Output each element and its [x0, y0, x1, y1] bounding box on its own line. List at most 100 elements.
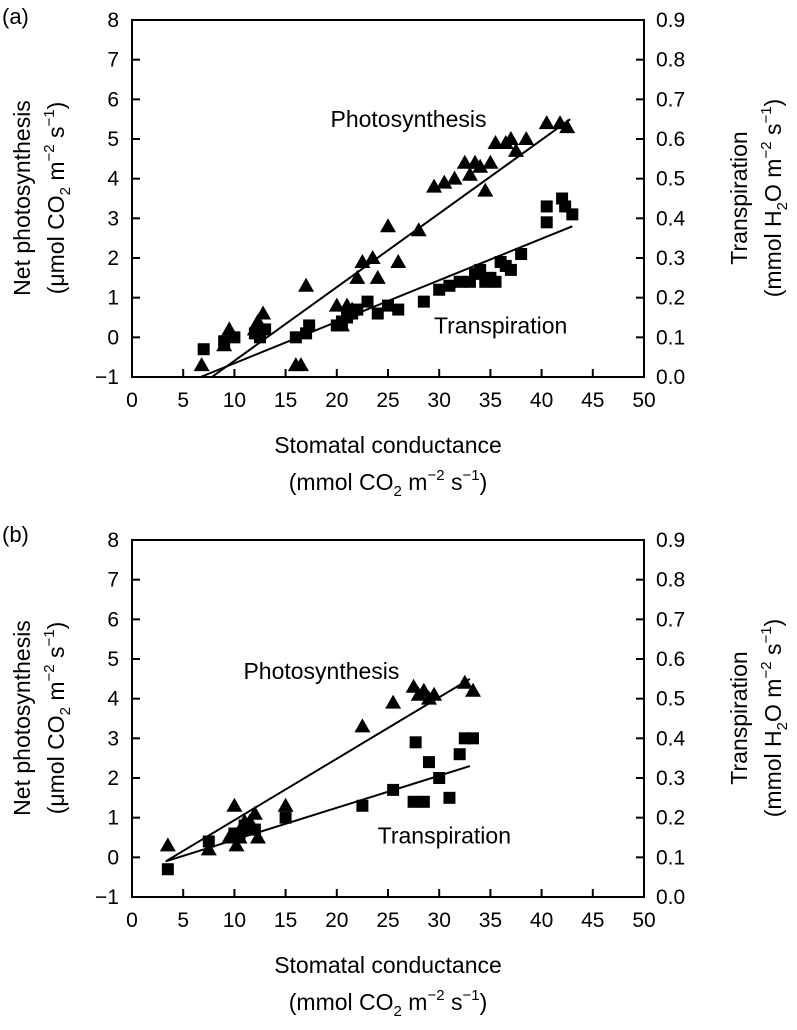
transpiration-point	[392, 303, 405, 316]
transpiration-point	[356, 799, 369, 812]
x-tick-label: 35	[479, 909, 502, 932]
x-title-line1: Stomatal conductance	[274, 432, 502, 458]
transpiration-point	[474, 263, 487, 276]
photosynthesis-point	[477, 182, 494, 197]
photosynthesis-point	[426, 178, 443, 193]
x-tick-label: 15	[274, 909, 297, 932]
y-left-tick-label: 1	[107, 287, 119, 310]
y-right-title-line1: Transpiration	[726, 651, 752, 784]
transpiration-point	[361, 295, 374, 308]
y-right-tick-label: 0.2	[656, 287, 685, 310]
panel-label: (b)	[2, 522, 29, 547]
photosynthesis-point	[538, 115, 555, 130]
transpiration-point	[504, 263, 517, 276]
transpiration-point	[443, 279, 456, 292]
photosynthesis-point	[369, 269, 386, 284]
photosynthesis-point	[249, 829, 266, 844]
x-tick-label: 20	[325, 389, 348, 412]
photosynthesis-point	[426, 686, 443, 701]
photosynthesis-point	[464, 682, 481, 697]
transpiration-point	[417, 295, 430, 308]
y-right-tick-label: 0.3	[656, 767, 685, 790]
photosynthesis-point	[193, 357, 210, 372]
transpiration-point	[433, 283, 446, 296]
y-right-tick-label: 0.7	[656, 88, 685, 111]
x-tick-label: 15	[274, 389, 297, 412]
y-left-tick-label: 3	[107, 207, 119, 230]
transpiration-point	[382, 299, 394, 312]
y-right-tick-label: 0.8	[656, 49, 685, 72]
transpiration-point	[407, 795, 420, 808]
transpiration-point	[453, 748, 466, 761]
y-left-tick-label: −1	[95, 366, 119, 389]
y-right-tick-label: 0.8	[656, 569, 685, 592]
transpiration-point	[409, 736, 422, 749]
transpiration-point	[371, 307, 384, 320]
photosynthesis-point	[364, 250, 381, 264]
transpiration-point	[453, 275, 466, 288]
y-right-tick-label: 0.0	[656, 366, 685, 389]
y-right-tick-label: 0.6	[656, 128, 685, 151]
y-right-title-line2: (mmol H2O m−2 s−1)	[758, 99, 791, 297]
y-left-axis-title: Net photosynthesis (μmol CO2 m−2 s−1)	[9, 620, 74, 816]
photosynthesis-point	[328, 297, 345, 312]
x-tick-label: 40	[530, 909, 553, 932]
x-tick-label: 10	[223, 389, 246, 412]
y-left-title-line1: Net photosynthesis	[9, 100, 35, 296]
transpiration-point	[161, 863, 174, 876]
photosynthesis-point	[502, 131, 519, 145]
photosynthesis-point	[410, 222, 427, 237]
x-axis-ticks: 0 5 10 15 20 25 30 35 40 45 50	[126, 889, 656, 932]
x-tick-label: 0	[126, 909, 138, 932]
photosynthesis-point	[456, 674, 473, 689]
photosynthesis-point	[354, 253, 371, 268]
photosynthesis-point	[446, 170, 463, 185]
x-tick-label: 45	[581, 389, 604, 412]
y-left-title-line1: Net photosynthesis	[9, 620, 35, 816]
photosynthesis-point	[292, 357, 309, 372]
y-left-axis-title: Net photosynthesis (μmol CO2 m−2 s−1)	[9, 100, 74, 296]
transpiration-point	[443, 791, 456, 804]
y-right-tick-label: 0.7	[656, 608, 685, 631]
photosynthesis-point	[349, 269, 366, 284]
y-left-tick-label: 6	[107, 608, 119, 631]
y-right-tick-label: 0.6	[656, 648, 685, 671]
photosynthesis-point	[456, 154, 473, 169]
photosynthesis-point	[559, 119, 576, 134]
annotations: Photosynthesis Transpiration	[243, 658, 511, 849]
transpiration-point	[515, 248, 528, 261]
x-tick-label: 50	[632, 389, 655, 412]
transpiration-point	[218, 335, 231, 348]
annotation-photosynthesis: Photosynthesis	[330, 106, 486, 132]
photosynthesis-point	[298, 277, 315, 292]
x-tick-label: 40	[530, 389, 553, 412]
y-right-axis-title: Transpiration (mmol H2O m−2 s−1)	[726, 619, 791, 817]
transpiration-point	[566, 208, 579, 221]
transpiration-point	[289, 331, 302, 344]
y-left-tick-label: −1	[95, 886, 119, 909]
y-left-tick-label: 2	[107, 247, 119, 270]
annotation-transpiration: Transpiration	[378, 822, 511, 848]
y-left-tick-label: 7	[107, 49, 119, 72]
x-tick-label: 30	[428, 909, 451, 932]
x-axis-title: Stomatal conductance (mmol CO2 m−2 s−1)	[274, 952, 502, 1020]
transpiration-point	[417, 795, 430, 808]
y-left-tick-label: 5	[107, 128, 119, 151]
photosynthesis-point	[200, 841, 217, 856]
y-right-tick-label: 0.4	[656, 207, 686, 230]
y-right-tick-label: 0.1	[656, 326, 685, 349]
fit-lines	[165, 677, 471, 863]
y-right-title-line2: (mmol H2O m−2 s−1)	[758, 619, 791, 817]
photosynthesis-point	[518, 131, 535, 145]
y-left-tick-label: 4	[107, 688, 119, 711]
y-left-title-line2: (μmol CO2 m−2 s−1)	[41, 102, 74, 295]
photosynthesis-point	[255, 305, 272, 320]
y-right-tick-label: 0.5	[656, 688, 685, 711]
x-tick-label: 50	[632, 909, 655, 932]
x-title-line1: Stomatal conductance	[274, 952, 502, 978]
y-left-tick-label: 3	[107, 727, 119, 750]
x-tick-label: 30	[428, 389, 451, 412]
